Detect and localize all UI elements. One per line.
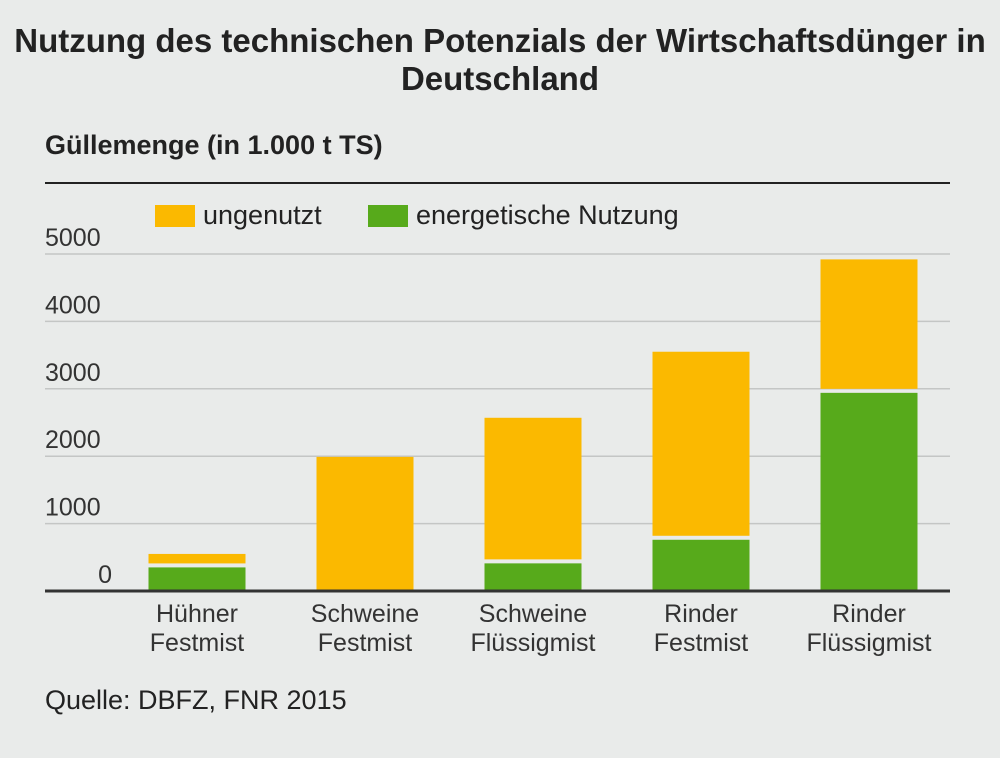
x-tick-label: Rinder	[832, 600, 906, 628]
y-tick-label: 5000	[45, 224, 101, 252]
x-tick-label: Flüssigmist	[470, 629, 595, 657]
bar-energetische-nutzung	[484, 563, 582, 591]
legend-item-energetische-nutzung: energetische Nutzung	[368, 200, 679, 231]
x-tick-label: Schweine	[479, 600, 587, 628]
y-tick-label: 0	[98, 561, 112, 589]
legend-swatch-ungenutzt	[155, 204, 195, 227]
y-tick-label: 2000	[45, 426, 101, 454]
legend-swatch-energetische-nutzung	[368, 204, 408, 227]
bar-ungenutzt	[316, 456, 414, 591]
bar-energetische-nutzung	[148, 567, 246, 591]
source-note: Quelle: DBFZ, FNR 2015	[45, 685, 347, 715]
y-tick-label: 1000	[45, 494, 101, 522]
bar-energetische-nutzung	[652, 539, 750, 591]
bar-energetische-nutzung	[820, 392, 918, 591]
bar-ungenutzt	[820, 259, 918, 389]
x-tick-label: Festmist	[654, 629, 749, 657]
y-tick-label: 3000	[45, 359, 101, 387]
x-tick-label: Festmist	[318, 629, 413, 657]
legend-item-ungenutzt: ungenutzt	[155, 200, 322, 231]
x-tick-label: Schweine	[311, 600, 419, 628]
bar-ungenutzt	[652, 351, 750, 536]
x-tick-label: Flüssigmist	[806, 629, 931, 657]
x-tick-label: Festmist	[150, 629, 245, 657]
top-rule	[45, 182, 950, 184]
legend-label-energetische-nutzung: energetische Nutzung	[416, 200, 679, 230]
bar-ungenutzt	[484, 417, 582, 560]
legend-label-ungenutzt: ungenutzt	[203, 200, 322, 230]
x-tick-label: Hühner	[156, 600, 238, 628]
y-tick-label: 4000	[45, 291, 101, 319]
bar-ungenutzt	[148, 553, 246, 564]
chart-title: Nutzung des technischen Potenzials der W…	[14, 22, 986, 97]
x-tick-label: Rinder	[664, 600, 738, 628]
y-axis-label: Güllemenge (in 1.000 t TS)	[45, 130, 383, 160]
